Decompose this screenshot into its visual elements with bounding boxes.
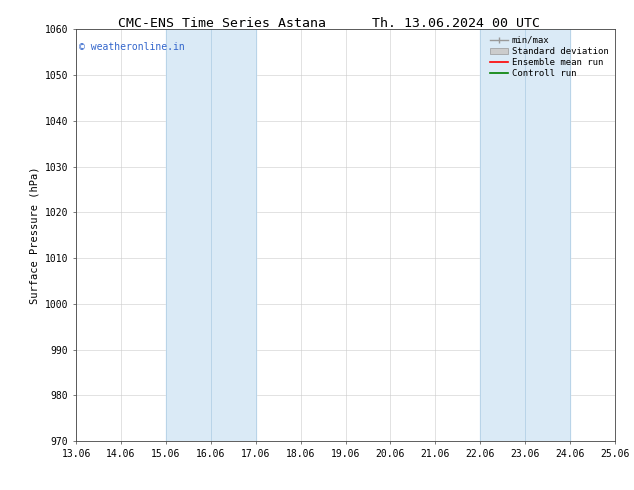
Legend: min/max, Standard deviation, Ensemble mean run, Controll run: min/max, Standard deviation, Ensemble me… [488,34,611,80]
Text: CMC-ENS Time Series Astana: CMC-ENS Time Series Astana [118,17,326,30]
Text: © weatheronline.in: © weatheronline.in [79,42,184,52]
Bar [166,29,256,441]
Bar [480,29,570,441]
Y-axis label: Surface Pressure (hPa): Surface Pressure (hPa) [29,167,39,304]
Text: Th. 13.06.2024 00 UTC: Th. 13.06.2024 00 UTC [373,17,540,30]
